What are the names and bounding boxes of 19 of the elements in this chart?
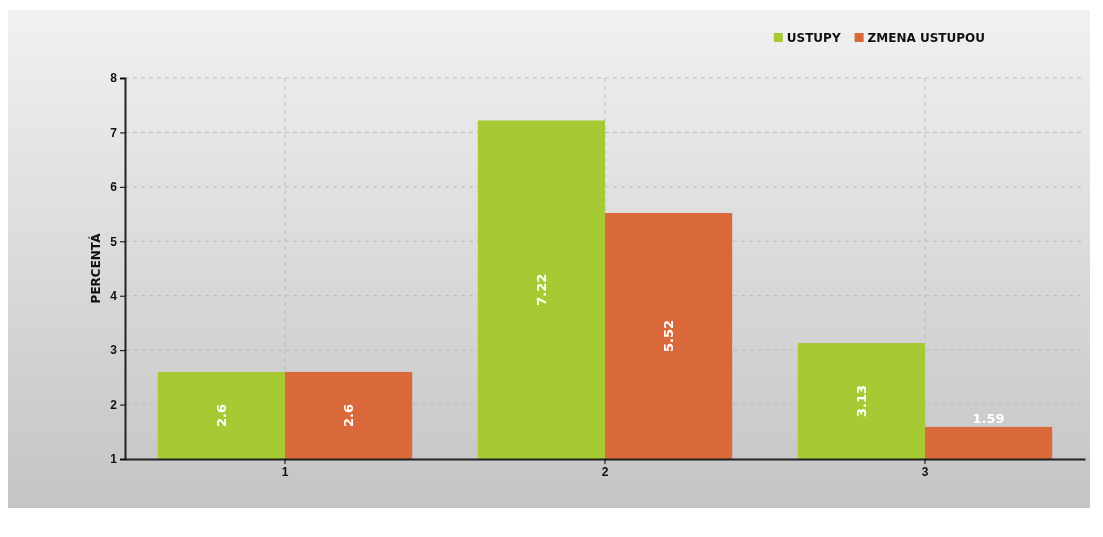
y-tick-label: 3	[110, 343, 118, 358]
y-axis-title: PERCENTÁ	[88, 232, 103, 304]
y-tick-label: 5	[110, 234, 118, 249]
x-tick-label: 2	[601, 464, 609, 479]
y-tick-label: 6	[110, 180, 118, 195]
x-tick-label: 3	[921, 464, 929, 479]
y-tick-label: 2	[110, 397, 118, 412]
y-tick-label: 4	[110, 289, 118, 304]
legend-label: ZMENA USTUPOU	[867, 31, 985, 46]
data-label: 3.13	[853, 384, 869, 418]
data-label: 2.6	[213, 403, 229, 427]
x-tick-label: 1	[281, 464, 289, 479]
y-tick-label: 7	[110, 125, 118, 140]
y-tick-label: 8	[110, 71, 118, 86]
data-label: 7.22	[533, 273, 549, 306]
data-label: 2.6	[341, 403, 357, 427]
legend-label: USTUPY	[786, 31, 841, 46]
data-label: 5.52	[661, 319, 677, 353]
y-tick-label: 1	[110, 452, 118, 467]
